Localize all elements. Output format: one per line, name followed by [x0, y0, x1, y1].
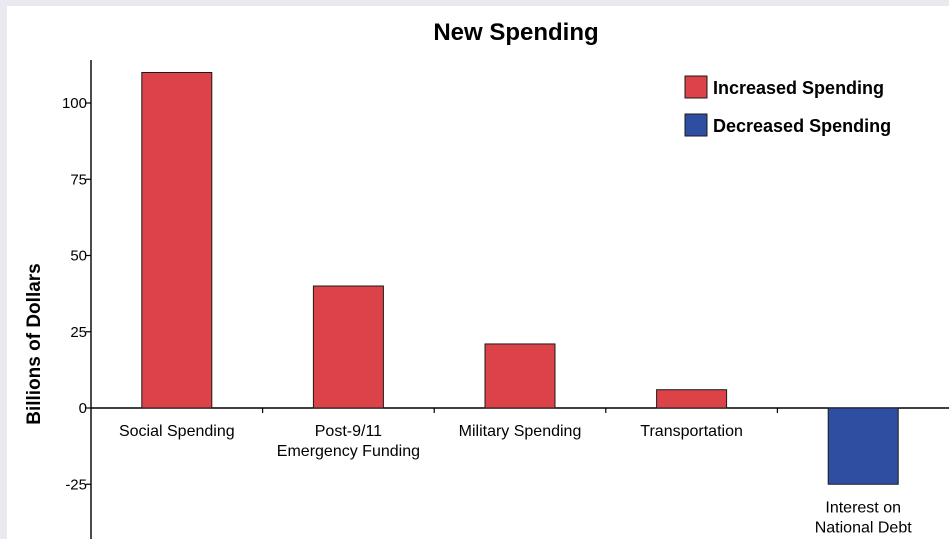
- y-tick-label: 50: [70, 248, 87, 265]
- y-tick-label: 25: [70, 324, 87, 341]
- bar-4: [656, 389, 728, 409]
- legend-label: Increased Spending: [713, 78, 884, 98]
- legend: Increased Spending Decreased Spending: [684, 75, 891, 137]
- category-label: Post-9/11 Emergency Funding: [277, 423, 420, 460]
- y-tick-label: 100: [62, 95, 87, 112]
- bar-1: [141, 72, 213, 409]
- legend-label: Decreased Spending: [713, 116, 891, 136]
- chart-title: New Spending: [433, 19, 598, 46]
- legend-swatch: [684, 75, 708, 99]
- y-tick-label: 75: [70, 171, 87, 188]
- category-label: Social Spending: [119, 423, 235, 440]
- bar-5: [827, 407, 899, 485]
- chart-panel: New Spending Billions of Dollars 100 75 50…: [7, 6, 949, 539]
- y-ticks: 100 75 50 25 0 -25: [62, 95, 91, 493]
- y-tick-label: -25: [65, 476, 87, 493]
- category-label: Military Spending: [459, 423, 582, 440]
- bar-2: [312, 285, 384, 409]
- category-labels: Social Spending Post-9/11 Emergency Fundin…: [119, 423, 912, 536]
- y-tick-label: 0: [79, 400, 87, 417]
- category-label: Interest on National Debt: [815, 499, 913, 536]
- bar-chart: New Spending Billions of Dollars 100 75 50…: [24, 19, 949, 539]
- bars: [141, 72, 899, 485]
- legend-swatch: [684, 113, 708, 137]
- category-label: Transportation: [640, 423, 743, 440]
- y-axis-label: Billions of Dollars: [24, 263, 45, 425]
- bar-3: [484, 343, 556, 409]
